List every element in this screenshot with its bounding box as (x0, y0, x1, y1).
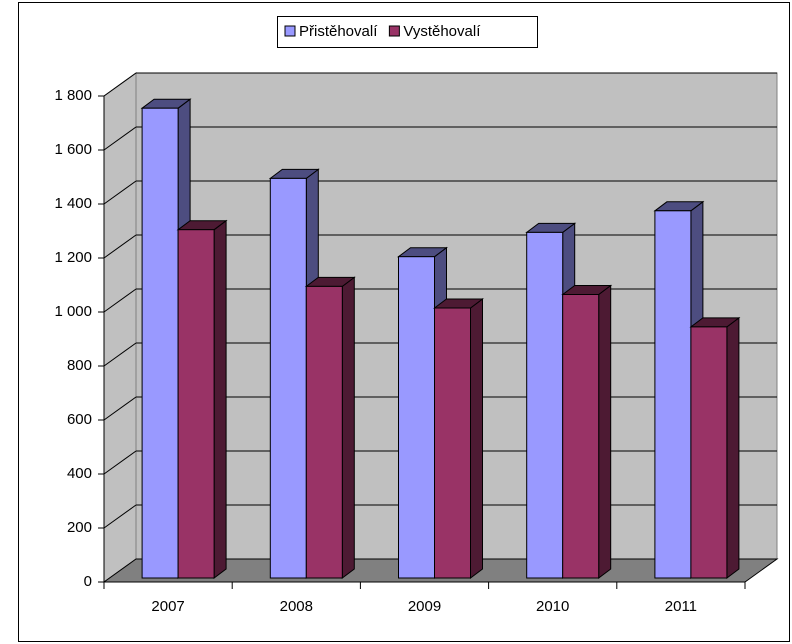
bar (526, 231, 564, 579)
x-tick-label: 2010 (536, 598, 569, 615)
x-tick-label: 2011 (665, 598, 697, 615)
grid-line-side (103, 342, 137, 367)
bar-side (470, 298, 483, 579)
bar (141, 107, 179, 579)
y-tick-label: 1 400 (54, 195, 92, 212)
legend-label: Přistěhovalí (299, 23, 378, 40)
legend-swatch (284, 25, 296, 37)
y-tick-label: 1 200 (54, 249, 92, 266)
bar-side (726, 316, 740, 579)
bar (690, 326, 728, 579)
grid-line-side (103, 396, 137, 421)
x-tick-label: 2008 (280, 598, 313, 615)
bar (434, 307, 471, 579)
bar-side (598, 284, 612, 579)
x-tick-label: 2009 (408, 598, 441, 615)
legend-label: Vystěhovalí (403, 23, 481, 40)
grid-line-side (103, 180, 137, 205)
grid-line-side (103, 450, 137, 475)
y-tick-label: 1 800 (54, 87, 92, 104)
grid-line-side (103, 72, 137, 97)
grid-line-side (103, 504, 137, 529)
bar (398, 256, 435, 579)
x-tick-label: 2007 (151, 598, 184, 615)
y-tick-label: 0 (84, 573, 92, 590)
grid-line-side (103, 126, 137, 151)
bar (654, 210, 692, 579)
left-wall (103, 72, 137, 583)
bar (305, 285, 343, 579)
bar (177, 229, 215, 579)
bar (269, 177, 307, 579)
y-tick-label: 400 (67, 465, 92, 482)
grid-line-side (103, 288, 137, 313)
y-tick-label: 1 600 (54, 141, 92, 158)
grid-line-side (103, 234, 137, 259)
y-tick-label: 1 000 (54, 303, 92, 320)
bar-side (341, 276, 355, 579)
bar-side (213, 219, 227, 579)
bar (562, 294, 600, 579)
legend-swatch (388, 25, 400, 37)
y-tick-label: 600 (67, 411, 92, 428)
legend-box (277, 16, 538, 48)
y-tick-label: 800 (67, 357, 92, 374)
y-tick-label: 200 (67, 519, 92, 536)
